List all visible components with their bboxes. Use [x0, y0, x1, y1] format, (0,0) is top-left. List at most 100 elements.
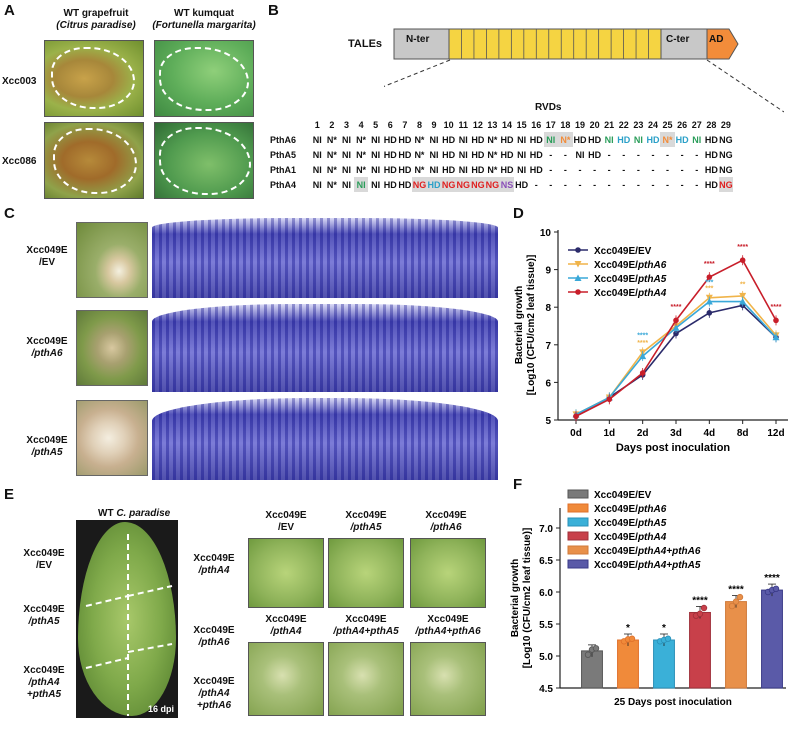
- rvd-cell: NI: [341, 164, 351, 175]
- rvd-cell: NI: [692, 134, 702, 145]
- rvd-cell: HD: [442, 164, 456, 175]
- rvd-cell: HD: [442, 149, 456, 160]
- rvd-cell: N*: [660, 132, 675, 147]
- tale-protein-diagram: [384, 28, 784, 113]
- rvd-cell: NI: [429, 134, 439, 145]
- legend-label: Xcc049E/pthA6: [594, 504, 667, 515]
- rvd-cell: HD: [704, 149, 718, 160]
- significance-marker: ****: [671, 304, 682, 311]
- rvd-cell: HD: [383, 179, 397, 190]
- lesion-thumbnail-photo: [328, 538, 404, 608]
- rvd-cell: N*: [558, 132, 573, 147]
- rvd-row-name: PthA4: [270, 179, 297, 190]
- leaf-section-sublabel: /pthA6: [198, 637, 230, 648]
- y-axis-label-units: [Log10 (CFU/cm2 leaf tissue)]: [526, 255, 537, 396]
- thumb-label: Xcc049E: [265, 614, 307, 625]
- rvd-position: 5: [373, 119, 379, 130]
- x-tick-label: 12d: [767, 428, 784, 439]
- thumb-sublabel: /pthA5: [350, 522, 382, 533]
- rvd-cell: HD: [529, 134, 543, 145]
- significance-marker: ****: [704, 261, 715, 268]
- legend-swatch: [567, 503, 589, 513]
- activation-domain: [706, 28, 739, 60]
- rvd-cell: NI: [371, 134, 381, 145]
- rvd-cell: -: [636, 149, 640, 160]
- panel-c-row-label: Xcc049E: [26, 336, 68, 347]
- panel-a-col2-species: (Fortunella margarita): [152, 20, 256, 31]
- rvd-position: 13: [487, 119, 498, 130]
- rvd-cell: NI: [458, 134, 468, 145]
- rvd-cell: -: [680, 164, 684, 175]
- rvd-cell: -: [607, 149, 611, 160]
- leaf-section-sublabel: +pthA6: [196, 700, 232, 711]
- rvd-position: 25: [662, 119, 673, 130]
- rvd-position: 11: [458, 119, 468, 130]
- panel-c-row-sublabel: /EV: [38, 257, 56, 268]
- significance-marker: ****: [764, 573, 780, 584]
- rvd-cell: NI: [371, 179, 381, 190]
- legend-label: Xcc049E/pthA4+pthA6: [594, 546, 701, 557]
- panel-label-f: F: [513, 476, 523, 493]
- y-tick-label: 6.5: [539, 556, 553, 567]
- panel-c-row-sublabel: /pthA5: [31, 447, 63, 458]
- rvd-cell: HD: [398, 164, 412, 175]
- panel-a-row-label: Xcc003: [2, 76, 37, 87]
- rvd-cell: NI: [341, 134, 351, 145]
- rvd-cell: NI: [517, 134, 527, 145]
- data-point: [673, 317, 679, 324]
- rvd-cell: HD: [471, 149, 485, 160]
- bar: [617, 639, 639, 689]
- x-tick-label: 8d: [737, 428, 749, 439]
- leaf-section-sublabel: /pthA4: [28, 677, 60, 688]
- rvd-position: 4: [358, 119, 364, 130]
- zoom-line-right: [706, 59, 784, 113]
- c-ter-label: C-ter: [666, 34, 690, 45]
- rvd-cell: -: [695, 164, 699, 175]
- significance-marker: ****: [637, 340, 648, 347]
- rvd-cell: HD: [704, 134, 718, 145]
- lesion-thumbnail-photo: [328, 642, 404, 716]
- significance-marker: ****: [637, 332, 648, 339]
- legend-marker: [574, 261, 582, 268]
- rvd-cell: -: [622, 164, 626, 175]
- replicate-point: [592, 645, 600, 652]
- legend-marker: [575, 289, 581, 295]
- rvd-cell: -: [563, 164, 567, 175]
- rvd-cell: N*: [326, 134, 337, 145]
- significance-marker: *: [626, 623, 630, 634]
- rvd-table: 1 2 3 4 5 6 7 8 9 10 11 12 13 14 15 16 1…: [270, 117, 734, 192]
- rvd-cell: NI: [633, 134, 643, 145]
- legend: Xcc049E/EV Xcc049E/pthA6 Xcc049E/pthA5 Xcc0…: [568, 246, 667, 299]
- thumb-sublabel: /pthA6: [430, 522, 462, 533]
- leaf-title-prefix: WT: [98, 508, 117, 519]
- rvd-cell: N*: [326, 149, 337, 160]
- panel-label-e: E: [4, 486, 15, 503]
- y-tick-label: 10: [540, 228, 552, 239]
- legend-label: Xcc049E/EV: [594, 246, 652, 257]
- leaf-section-sublabel: /pthA4: [198, 688, 230, 699]
- rvd-row-name: PthA6: [270, 134, 297, 145]
- rvd-cell: NG: [719, 164, 733, 175]
- leaf-section-label: Xcc049E: [193, 553, 235, 564]
- rvd-cell: HD: [617, 134, 631, 145]
- x-ticks: 0d 1d 2d 3d 4d 8d 12d: [570, 420, 785, 439]
- rvd-cell: NI: [458, 164, 468, 175]
- rvd-cell: NI: [312, 149, 322, 160]
- leaf-title-species: C. paradise: [116, 508, 171, 519]
- rvd-cell: HD: [500, 164, 514, 175]
- rvd-cell: -: [563, 149, 567, 160]
- zoom-line-left: [384, 59, 451, 87]
- thumb-label: Xcc049E: [345, 614, 387, 625]
- y-tick-label: 4.5: [539, 684, 553, 695]
- rvd-cell: HD: [704, 179, 718, 190]
- significance-marker: ****: [692, 595, 708, 606]
- rvd-cell: HD: [573, 134, 587, 145]
- rvd-row-ptha5: PthA5 NI N* NI N* NI HD HD N* NI HD NI H…: [270, 147, 733, 162]
- rvd-cell: HD: [646, 134, 660, 145]
- rvd-cell: -: [666, 164, 670, 175]
- legend-label: Xcc049E/pthA5: [594, 518, 667, 529]
- data-point: [672, 324, 680, 331]
- rvd-cell: N*: [487, 149, 498, 160]
- bacterial-growth-bar-chart: 4.55.05.56.06.57.0 * ************* Xcc049…: [510, 489, 786, 708]
- thumb-sublabel: /EV: [277, 522, 295, 533]
